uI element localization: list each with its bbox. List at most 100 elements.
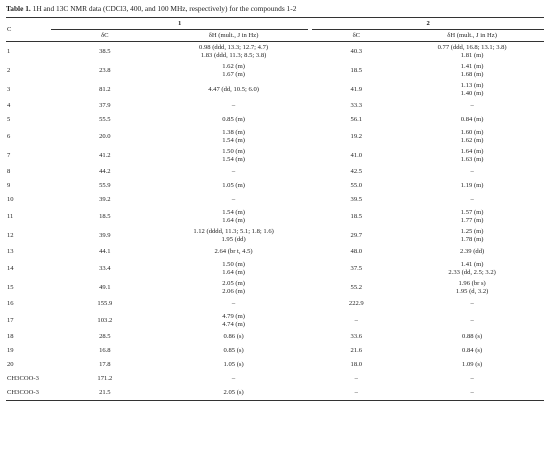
delta-h-2-cell: 1.57 (m) 1.77 (m) [400, 207, 544, 226]
delta-c-1-cell: 44.2 [99, 168, 111, 176]
delta-h-1-cell: – [159, 193, 309, 207]
delta-c-1-cell: 16.8 [99, 347, 111, 355]
delta-h-1-cell: 0.86 (s) [159, 330, 309, 344]
delta-h-2-cell: 1.41 (m) 1.68 (m) [400, 61, 544, 80]
delta-h-2-cell: 0.84 (m) [400, 113, 544, 127]
delta-c-2-cell: 33.3 [350, 102, 363, 110]
caption-text: 1H and 13C NMR data (CDCl3, 400, and 100… [32, 4, 297, 13]
delta-c-1-cell: 44.1 [99, 248, 111, 256]
delta-h-1-cell: – [159, 99, 309, 113]
delta-h-2-line: 1.60 (m) [460, 128, 484, 136]
delta-c-2-cell: 29.7 [350, 231, 363, 239]
delta-h-1-cell: 1.38 (m) 1.54 (m) [159, 127, 309, 146]
delta-h-2-line: – [470, 389, 474, 397]
delta-c-2-cell: 55.2 [350, 283, 363, 291]
nmr-data-table: C 1 2 δC δH (mult., J in Hz) δC δH (mult… [6, 17, 544, 401]
delta-c-2-cell: 18.5 [350, 66, 363, 74]
delta-h-1-cell: 1.62 (m) 1.67 (m) [159, 61, 309, 80]
header-row-compounds: C 1 2 [6, 17, 544, 42]
delta-c-1-cell: 37.9 [99, 102, 111, 110]
delta-h-2-cell: – [400, 99, 544, 113]
delta-h-2-cell: – [400, 193, 544, 207]
delta-h-1-cell: 2.05 (s) [158, 386, 309, 401]
delta-h-2-line: 1.68 (m) [460, 70, 484, 78]
carbon-position-cell: 13 [7, 248, 14, 256]
delta-c-2-cell: 222.9 [348, 300, 364, 308]
table-row: 1 38.5 0.98 (ddd, 13.3; 12.7; 4.7) 1.83 (dd… [6, 42, 544, 62]
carbon-position-cell: 2 [7, 66, 11, 74]
table-row: 9 55.9 1.05 (m) 55.0 1.19 (m) [6, 179, 544, 193]
header-delta-h-1: δH (mult., J in Hz) [158, 29, 309, 42]
delta-h-2-line: – [470, 196, 474, 204]
delta-h-2-line: – [470, 300, 474, 308]
delta-c-2-cell: 41.9 [350, 85, 363, 93]
delta-h-1-line: 4.74 (m) [222, 320, 245, 328]
delta-h-1-line: 1.54 (m) [222, 136, 245, 144]
delta-h-1-cell: 1.54 (m) 1.64 (m) [159, 207, 309, 226]
delta-h-1-line: – [231, 375, 236, 383]
delta-c-2-cell: 37.5 [350, 264, 363, 272]
delta-c-2-cell: 18.5 [350, 212, 363, 220]
delta-c-2-cell: 55.0 [350, 182, 363, 190]
header-compound-2: 2 [312, 17, 544, 30]
header-delta-h-2: δH (mult., J in Hz) [400, 29, 544, 42]
delta-h-1-line: 1.05 (m) [222, 182, 245, 190]
delta-h-1-cell: 1.05 (m) [159, 179, 309, 193]
delta-h-2-cell: – [400, 386, 544, 401]
delta-h-2-cell: 1.41 (m) 2.33 (dd, 2.5; 3.2) [400, 259, 544, 278]
delta-h-2-line: 1.96 (br s) [458, 279, 486, 287]
delta-c-2-cell: 18.0 [350, 361, 363, 369]
table-row: 10 39.2 – 39.5 – [6, 193, 544, 207]
delta-h-2-line: 0.88 (s) [462, 333, 483, 341]
delta-h-2-line: 0.77 (ddd, 16.8; 13.1; 3.8) [437, 43, 507, 51]
table-row: 15 49.1 2.05 (m) 2.06 (m) 55.2 1.96 (br s) 1.9… [6, 278, 544, 297]
delta-h-1-line: 1.38 (m) [222, 128, 245, 136]
delta-c-2-cell: 40.3 [350, 47, 363, 55]
delta-h-2-line: 1.57 (m) [460, 208, 484, 216]
delta-c-2-cell: 21.6 [350, 347, 363, 355]
delta-c-2-cell: 19.2 [350, 132, 363, 140]
table-row: 12 39.9 1.12 (dddd, 11.3; 5.1; 1.8; 1.6) 1.… [6, 226, 544, 245]
delta-h-1-cell: 1.05 (s) [159, 358, 309, 372]
delta-c-1-cell: 103.2 [97, 316, 113, 324]
delta-h-2-cell: 1.25 (m) 1.78 (m) [400, 226, 544, 245]
table-row: 18 28.5 0.86 (s) 33.6 0.88 (s) [6, 330, 544, 344]
delta-h-1-line: 4.47 (dd, 10.5; 6.0) [208, 85, 259, 93]
header-delta-c-2: δC [312, 29, 401, 42]
delta-h-2-line: – [470, 375, 474, 383]
delta-h-1-cell: 2.64 (br t, 4.5) [159, 245, 309, 259]
caption-label: Table 1. [6, 4, 31, 13]
delta-h-2-line: 1.25 (m) [460, 227, 484, 235]
delta-h-1-cell: 2.05 (m) 2.06 (m) [159, 278, 309, 297]
carbon-position-cell: 14 [7, 264, 14, 272]
delta-h-1-line: 0.86 (s) [223, 333, 244, 341]
delta-h-2-cell: 1.09 (s) [400, 358, 544, 372]
delta-h-1-line: – [231, 196, 236, 204]
delta-h-1-line: 2.05 (m) [222, 279, 245, 287]
carbon-position-cell: 5 [7, 116, 11, 124]
delta-c-1-cell: 41.2 [99, 151, 111, 159]
delta-h-1-cell: – [159, 372, 309, 386]
delta-h-2-line: 1.63 (m) [460, 155, 484, 163]
delta-h-2-cell: – [400, 297, 544, 311]
delta-h-2-cell: 1.60 (m) 1.62 (m) [400, 127, 544, 146]
delta-h-1-line: 1.64 (m) [222, 268, 245, 276]
delta-h-1-line: 4.79 (m) [222, 312, 245, 320]
delta-c-1-cell: 171.2 [97, 375, 113, 383]
delta-c-2-cell: 56.1 [350, 116, 363, 124]
delta-h-1-cell: 0.85 (m) [159, 113, 309, 127]
carbon-position-cell: 20 [7, 361, 14, 369]
delta-c-2-cell: – [312, 386, 401, 401]
table-row: 11 18.5 1.54 (m) 1.64 (m) 18.5 1.57 (m) 1.77 (… [6, 207, 544, 226]
carbon-position-cell: 19 [7, 347, 14, 355]
carbon-position-cell: 7 [7, 151, 11, 159]
delta-c-1-cell: 17.8 [99, 361, 111, 369]
delta-c-1-cell: 49.1 [99, 283, 111, 291]
delta-h-2-cell: – [400, 165, 544, 179]
delta-h-2-line: 0.84 (m) [460, 116, 484, 124]
delta-h-1-line: 1.54 (m) [222, 208, 245, 216]
delta-c-2-cell: – [354, 316, 358, 324]
delta-h-2-line: 1.40 (m) [460, 89, 484, 97]
delta-h-2-line: 2.39 (dd) [460, 248, 485, 256]
delta-h-1-line: 1.62 (m) [222, 62, 245, 70]
